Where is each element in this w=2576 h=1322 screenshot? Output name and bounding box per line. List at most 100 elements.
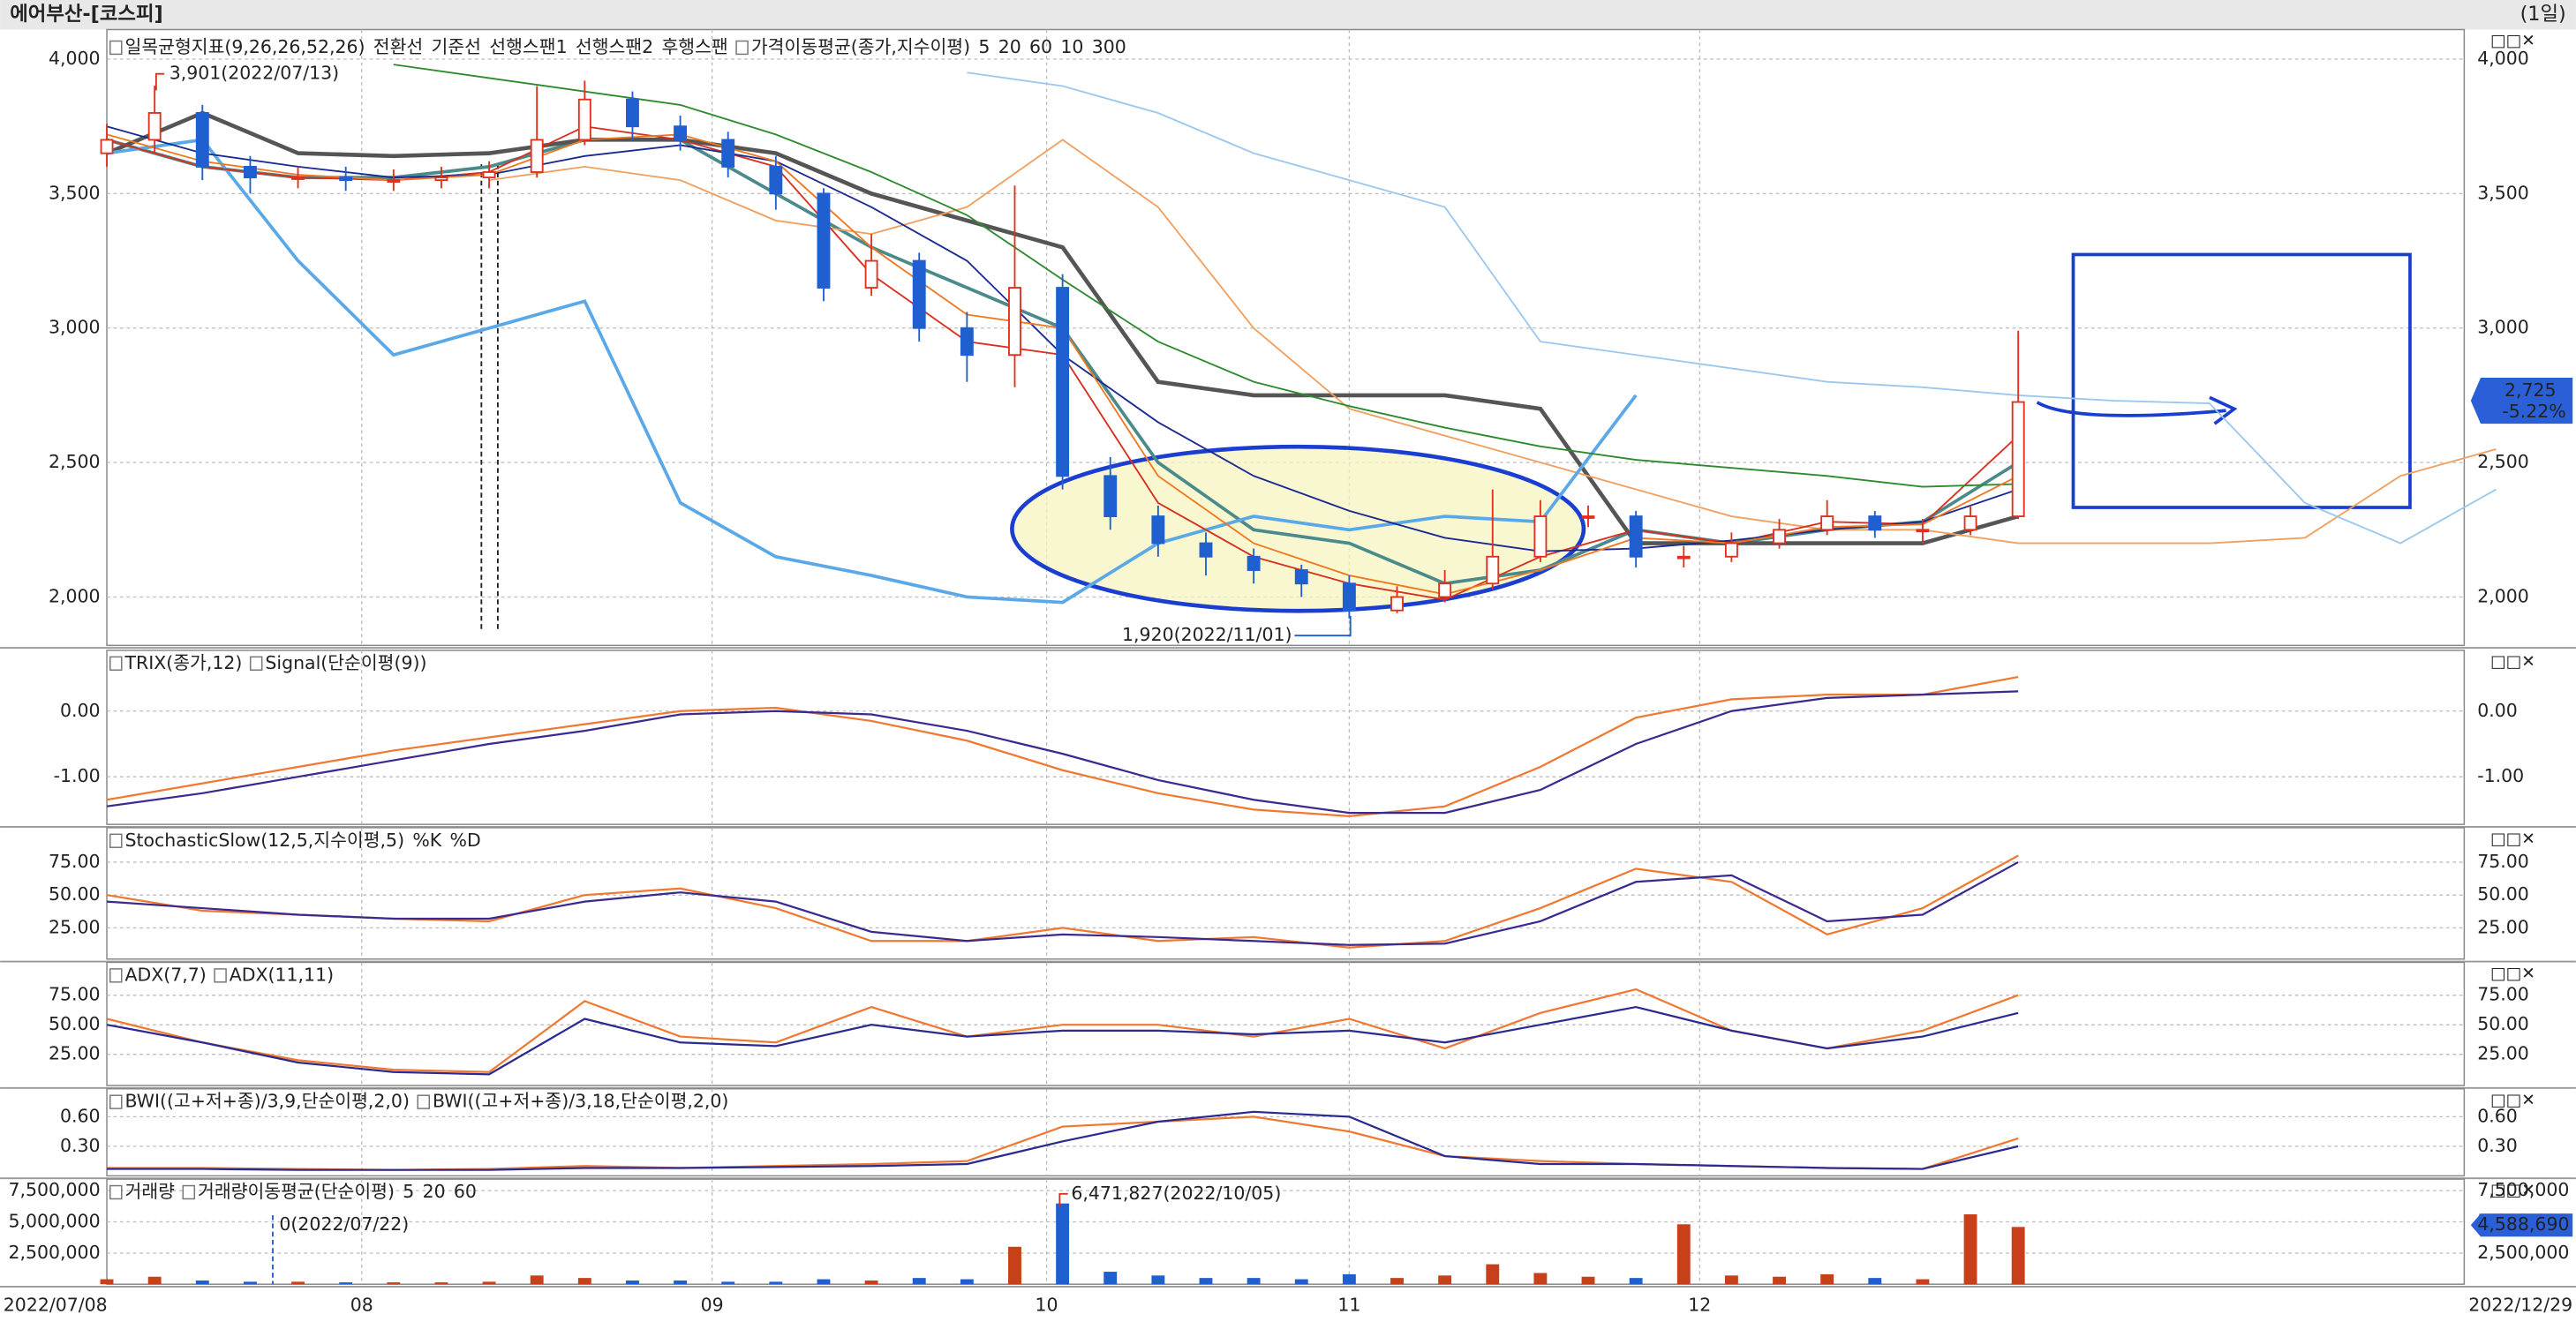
y-tick-label: 2,500,000 xyxy=(8,1242,100,1263)
candle-body xyxy=(339,177,353,182)
y-tick-label: -1.00 xyxy=(54,765,101,786)
start-date: 2022/07/08 xyxy=(4,1294,108,1315)
legend-icon xyxy=(109,833,123,848)
candle-body xyxy=(1390,596,1404,612)
legend-icon xyxy=(249,656,263,671)
y-tick-label-right: 2,500,000 xyxy=(2477,1242,2569,1263)
bar xyxy=(1056,1203,1070,1285)
annotation: 3,901(2022/07/13) xyxy=(169,63,339,84)
legend-label: 거래량이동평균(단순이평) xyxy=(198,1181,395,1202)
panel-frame xyxy=(106,827,2466,960)
candle-body xyxy=(1151,515,1165,545)
panel-controls: □□✕ xyxy=(2490,1182,2535,1200)
legend-label: TRIX(종가,12) xyxy=(124,652,243,673)
y-tick-label: 3,500 xyxy=(49,182,101,203)
bar xyxy=(1486,1264,1500,1285)
bar xyxy=(1773,1276,1786,1285)
legend-icon xyxy=(109,1094,123,1109)
x-tick-label: 12 xyxy=(1688,1294,1711,1315)
drawn-ellipse xyxy=(1010,444,1586,613)
y-tick-label: 7,500,000 xyxy=(8,1179,100,1200)
bar xyxy=(1008,1246,1021,1285)
y-tick-label-right: -1.00 xyxy=(2477,765,2524,786)
legend-icon xyxy=(182,1184,196,1200)
bar xyxy=(721,1281,735,1285)
y-tick-label: 0.60 xyxy=(60,1105,101,1126)
candle-body xyxy=(195,112,209,168)
candle-body xyxy=(1916,529,1930,533)
candle-body xyxy=(1056,287,1070,477)
legend-label: 선행스팬2 xyxy=(576,36,653,57)
y-tick-label: 50.00 xyxy=(49,1013,101,1034)
bar xyxy=(1247,1278,1261,1285)
candle-body xyxy=(482,171,496,179)
legend-icon xyxy=(109,968,123,983)
volume-badge xyxy=(2470,1213,2573,1237)
series-line xyxy=(106,988,2019,1073)
bar xyxy=(339,1282,353,1285)
series-line xyxy=(107,1115,2019,1171)
end-date: 2022/12/29 xyxy=(2468,1294,2572,1315)
legend-icon xyxy=(109,1184,123,1200)
legend-icon xyxy=(109,40,123,56)
y-tick-label: 0.00 xyxy=(60,700,101,721)
candle-body xyxy=(147,112,162,141)
candle-body xyxy=(626,98,639,128)
bar xyxy=(769,1281,783,1285)
bar xyxy=(147,1276,162,1285)
legend-label: %K xyxy=(412,830,441,851)
y-tick-label-right: 25.00 xyxy=(2477,1043,2529,1064)
candle-body xyxy=(1294,569,1308,585)
title-bar xyxy=(0,0,2576,30)
candle-body xyxy=(434,177,448,182)
candle-body xyxy=(721,139,735,168)
y-tick-label-right: 75.00 xyxy=(2477,851,2529,872)
price-badge-value: 2,725 xyxy=(2504,379,2557,401)
bar xyxy=(1963,1213,1977,1285)
bar xyxy=(1438,1275,1452,1285)
candle-body xyxy=(674,125,688,141)
candle-body xyxy=(1724,542,1738,558)
annotation-leader xyxy=(1058,1192,1068,1207)
legend-label: Signal(단순이평(9)) xyxy=(265,652,426,673)
bar xyxy=(577,1278,591,1285)
y-tick-label-right: 0.30 xyxy=(2477,1135,2518,1156)
legend-icon xyxy=(214,968,227,983)
candle-body xyxy=(1820,515,1834,531)
y-tick-label: 25.00 xyxy=(49,1043,101,1064)
y-tick-label: 4,000 xyxy=(49,48,101,69)
candle-body xyxy=(1008,287,1021,357)
legend-label: BWI((고+저+종)/3,9,단순이평,2,0) xyxy=(125,1091,410,1112)
candle-body xyxy=(243,165,257,179)
bar xyxy=(1820,1273,1834,1285)
candle-body xyxy=(1533,515,1548,558)
bar xyxy=(1581,1276,1595,1285)
x-tick-label: 09 xyxy=(701,1294,724,1315)
legend-label: 20 xyxy=(998,36,1021,57)
bar xyxy=(1724,1275,1738,1285)
volume-badge-value: 4,588,690 xyxy=(2477,1213,2569,1235)
y-tick-label: 2,000 xyxy=(49,585,101,606)
bar xyxy=(864,1280,878,1285)
candle-body xyxy=(1676,555,1691,560)
candle-body xyxy=(100,139,114,154)
series-line xyxy=(106,138,1638,605)
bar xyxy=(434,1282,448,1285)
bar xyxy=(626,1280,639,1285)
candle-body xyxy=(960,327,974,357)
drawn-arrow xyxy=(2036,395,2238,425)
bar xyxy=(530,1275,544,1285)
annotation: 6,471,827(2022/10/05) xyxy=(1071,1183,1281,1204)
annotation-leader xyxy=(1294,615,1352,637)
panel-controls: □□✕ xyxy=(2490,965,2535,983)
candle-body xyxy=(769,165,783,195)
bar xyxy=(1629,1278,1643,1285)
bar xyxy=(2011,1227,2025,1285)
y-tick-label-right: 0.60 xyxy=(2477,1105,2518,1126)
bar xyxy=(912,1278,926,1285)
bar xyxy=(387,1282,401,1285)
candle-body xyxy=(1199,542,1213,558)
y-tick-label-right: 3,000 xyxy=(2477,317,2529,338)
legend-label: 일목균형지표(9,26,26,52,26) xyxy=(125,36,365,57)
